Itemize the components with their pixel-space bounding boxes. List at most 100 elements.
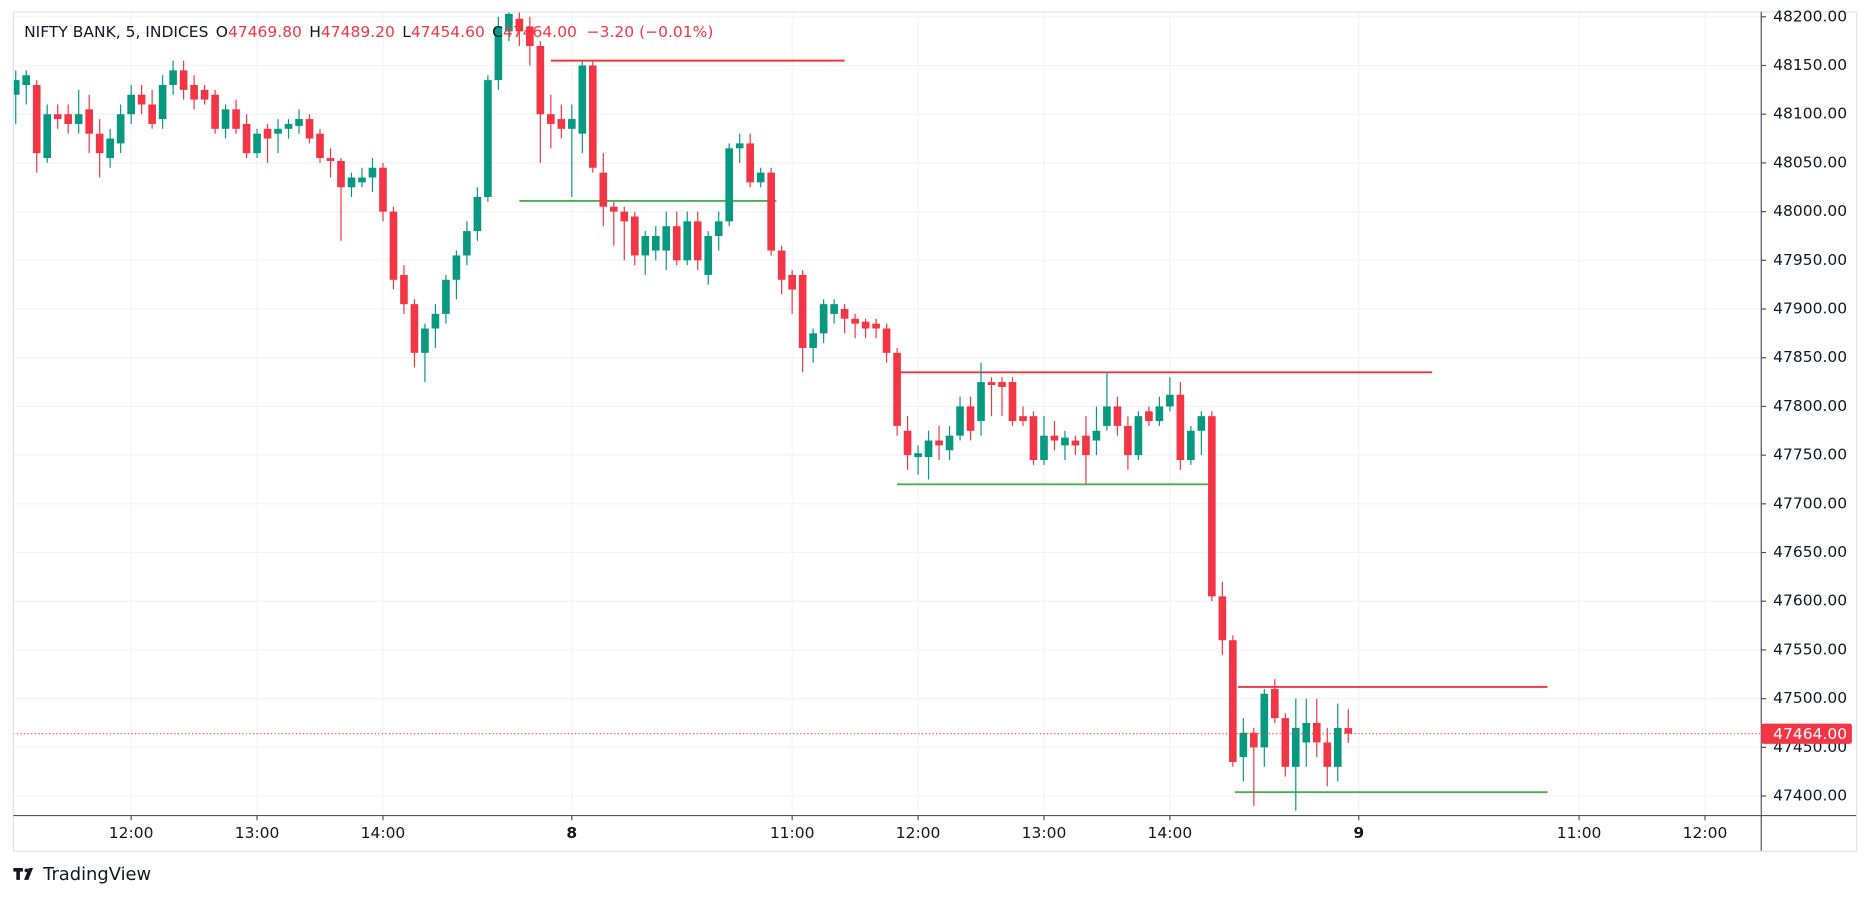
candle-body — [148, 104, 156, 124]
y-tick-label: 47550.00 — [1773, 640, 1847, 658]
candle-body — [935, 440, 943, 446]
candle-body — [431, 313, 440, 329]
candle-body — [1155, 406, 1164, 422]
candle-body — [43, 114, 52, 159]
candle-body — [1113, 406, 1122, 426]
candle-body — [274, 128, 282, 134]
candle-body — [494, 26, 503, 81]
x-tick-label: 9 — [1353, 824, 1364, 842]
candle-body — [1197, 416, 1206, 431]
y-tick-label: 48100.00 — [1773, 105, 1847, 123]
brand-logo-dot — [24, 868, 29, 873]
candle-body — [179, 70, 188, 90]
candle-body — [945, 435, 954, 451]
candle-body — [1134, 416, 1143, 456]
candle-body — [1082, 435, 1090, 456]
candle-body — [1166, 394, 1174, 407]
candle-body — [1071, 440, 1080, 446]
candle-body — [777, 250, 786, 280]
candle-body — [1050, 435, 1059, 441]
candle-body — [641, 235, 650, 256]
x-tick-label: 14:00 — [361, 824, 406, 842]
candle-body — [1312, 723, 1321, 743]
candle-body — [305, 119, 314, 139]
candle-body — [914, 453, 922, 458]
candle-body — [1291, 727, 1300, 767]
x-tick-label: 11:00 — [1557, 824, 1602, 842]
candle-body — [557, 119, 566, 129]
candle-body — [1323, 742, 1332, 767]
candle-body — [127, 94, 135, 115]
candle-body — [1218, 596, 1227, 641]
x-tick-label: 12:00 — [1683, 824, 1728, 842]
candle-body — [253, 133, 261, 154]
candle-body — [746, 143, 755, 183]
candle-body — [1019, 416, 1027, 422]
candle-body — [578, 65, 587, 134]
candle-body — [452, 255, 461, 280]
candle-body — [1040, 435, 1048, 460]
candle-body — [882, 328, 891, 353]
candle-body — [379, 167, 387, 212]
high-prefix: H — [309, 23, 321, 41]
y-tick-label: 48050.00 — [1773, 153, 1847, 171]
candle-body — [421, 328, 429, 353]
y-tick-label: 47950.00 — [1773, 251, 1847, 269]
candle-body — [683, 221, 692, 261]
candle-body — [85, 109, 93, 134]
candle-body — [232, 109, 240, 129]
candle-body — [809, 333, 817, 348]
candle-body — [1124, 425, 1132, 456]
candle-body — [32, 84, 41, 154]
candle-body — [536, 46, 545, 115]
last-price-label: 47464.00 — [1773, 725, 1847, 743]
y-tick-label: 47700.00 — [1773, 494, 1847, 512]
candle-body — [620, 211, 629, 222]
close-prefix: C — [492, 23, 503, 41]
y-tick-label: 47900.00 — [1773, 300, 1847, 318]
candle-body — [137, 94, 146, 105]
candle-body — [998, 382, 1006, 387]
candle-body — [1103, 406, 1111, 426]
legend-header: NIFTY BANK, 5, INDICES O47469.80 H47489.… — [24, 23, 713, 41]
candle-body — [515, 18, 524, 32]
y-tick-label: 48000.00 — [1773, 202, 1847, 220]
candle-body — [1229, 640, 1237, 762]
candle-body — [672, 226, 681, 261]
candle-body — [651, 235, 660, 251]
candle-body — [1008, 382, 1017, 422]
y-tick-label: 47650.00 — [1773, 543, 1847, 561]
plot-area — [13, 11, 1762, 811]
y-tick-label: 47750.00 — [1773, 446, 1847, 464]
candle-body — [295, 119, 303, 126]
candle-body — [337, 160, 345, 188]
candle-body — [714, 221, 723, 236]
candle-body — [106, 138, 114, 159]
candle-body — [400, 274, 408, 305]
grid — [13, 11, 1762, 816]
x-tick-label: 13:00 — [235, 824, 280, 842]
candle-body — [704, 235, 713, 275]
y-tick-label: 47850.00 — [1773, 348, 1847, 366]
candle-body — [221, 109, 230, 129]
candle-body — [767, 172, 775, 251]
x-tick-label: 14:00 — [1148, 824, 1193, 842]
candle-body — [693, 221, 702, 261]
candle-body — [1344, 728, 1353, 734]
candle-body — [1092, 430, 1101, 441]
candle-body — [116, 114, 125, 144]
candle-body — [368, 167, 377, 178]
candle-body — [1061, 437, 1069, 446]
close-value: 47464.00 — [503, 23, 577, 41]
candle-body — [956, 406, 964, 436]
candle-body — [326, 158, 335, 161]
candle-body — [851, 318, 859, 324]
candle-body — [410, 304, 419, 353]
candle-body — [13, 80, 20, 95]
candle-body — [1239, 732, 1248, 758]
candle-body — [211, 94, 219, 129]
y-tick-label: 47400.00 — [1773, 787, 1847, 805]
candle-body — [788, 274, 796, 290]
brand: TradingView — [13, 864, 151, 885]
